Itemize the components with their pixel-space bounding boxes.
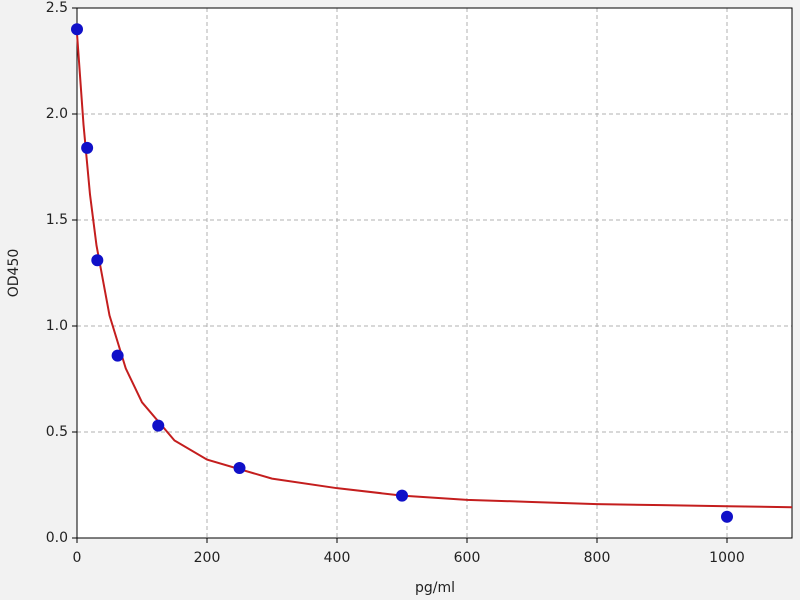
plot-area (77, 8, 792, 538)
plot-frame (76, 7, 793, 539)
x-tick-label: 400 (324, 550, 351, 566)
data-point (71, 23, 83, 36)
y-tick-label: 0.0 (46, 530, 68, 546)
y-tick-label: 0.5 (46, 424, 68, 440)
data-point (721, 510, 733, 523)
data-point (111, 349, 124, 362)
data-point (233, 462, 246, 475)
y-tick-label: 2.0 (46, 106, 68, 122)
x-axis-label: pg/ml (415, 580, 455, 596)
x-tick-label: 200 (194, 550, 221, 566)
x-tick-label: 600 (454, 550, 481, 566)
x-tick-label: 800 (584, 550, 611, 566)
y-tick-label: 1.5 (46, 212, 68, 228)
y-tick-label: 2.5 (46, 0, 68, 16)
data-point (152, 419, 165, 432)
y-tick-label: 1.0 (46, 318, 68, 334)
data-point (81, 141, 94, 154)
data-point (396, 489, 408, 502)
data-point (91, 254, 104, 267)
x-tick-label: 0 (73, 550, 82, 566)
y-axis-label: OD450 (6, 249, 22, 298)
x-tick-label: 1000 (709, 550, 745, 566)
